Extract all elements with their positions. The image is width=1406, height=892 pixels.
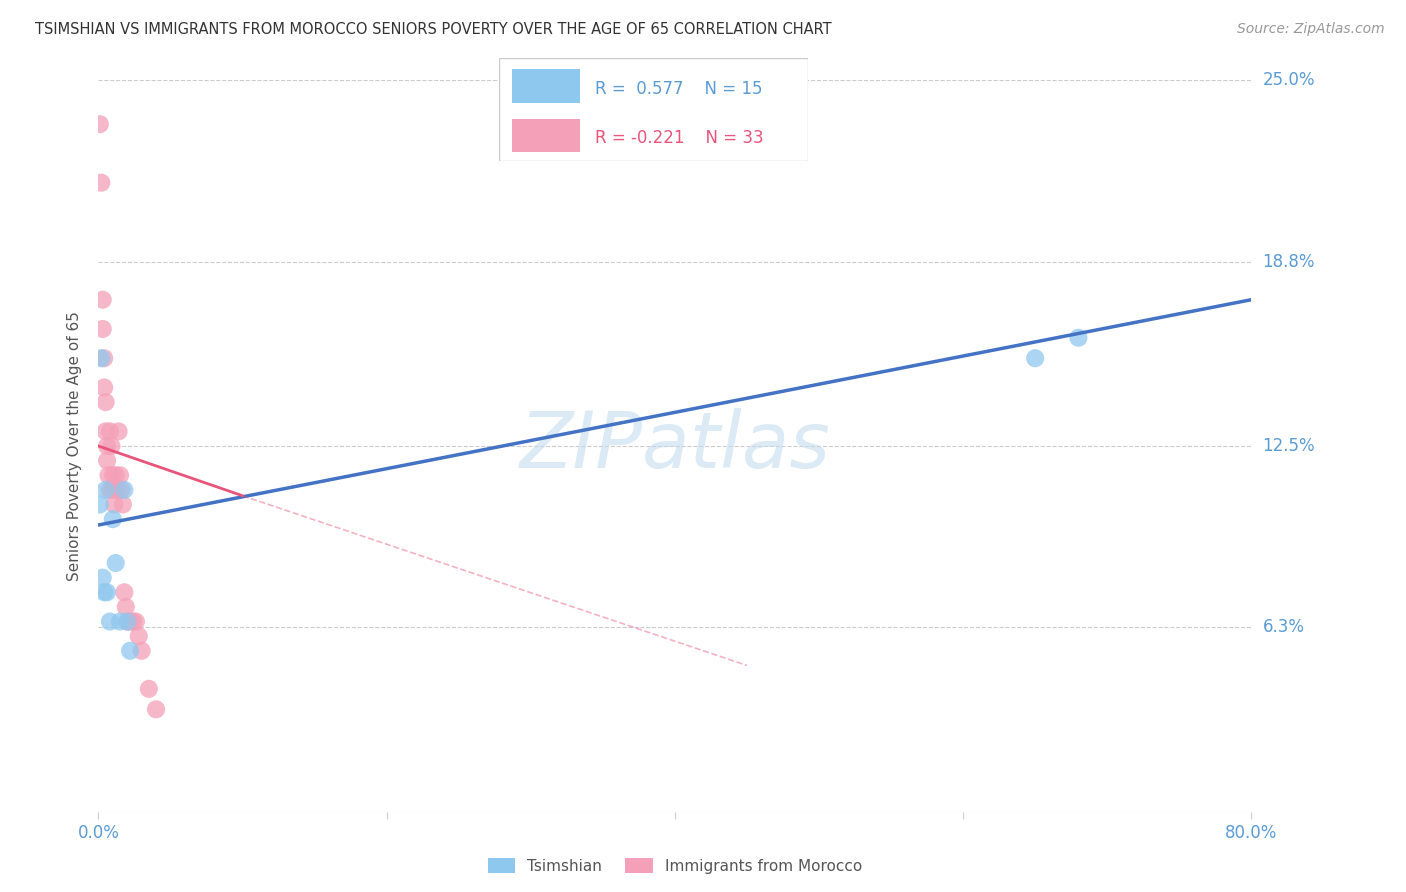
Point xyxy=(120,644,142,658)
Point xyxy=(96,585,118,599)
Point xyxy=(1024,351,1046,366)
Point xyxy=(122,615,145,629)
Text: 25.0%: 25.0% xyxy=(1263,71,1315,89)
Text: 6.3%: 6.3% xyxy=(1263,618,1305,636)
Point xyxy=(103,498,125,512)
Point xyxy=(94,483,117,497)
Point xyxy=(117,615,138,629)
Point xyxy=(101,468,124,483)
Point xyxy=(138,681,160,696)
Text: R = -0.221    N = 33: R = -0.221 N = 33 xyxy=(595,129,763,147)
Point xyxy=(108,615,131,629)
Point xyxy=(98,425,121,439)
Point xyxy=(112,585,135,599)
Point xyxy=(91,571,114,585)
Point xyxy=(104,556,127,570)
Point xyxy=(117,615,138,629)
Y-axis label: Seniors Poverty Over the Age of 65: Seniors Poverty Over the Age of 65 xyxy=(67,311,83,581)
Point xyxy=(114,599,136,614)
Legend: Tsimshian, Immigrants from Morocco: Tsimshian, Immigrants from Morocco xyxy=(481,852,869,880)
Text: 18.8%: 18.8% xyxy=(1263,252,1315,270)
Point xyxy=(93,380,115,394)
Text: R =  0.577    N = 15: R = 0.577 N = 15 xyxy=(595,79,762,98)
Point xyxy=(97,468,120,483)
Point xyxy=(96,453,118,467)
Point xyxy=(104,468,127,483)
Point xyxy=(91,293,114,307)
Point xyxy=(125,615,148,629)
Point xyxy=(128,629,150,643)
Bar xyxy=(512,70,579,103)
Point xyxy=(90,176,112,190)
Point xyxy=(108,468,131,483)
Point xyxy=(131,644,153,658)
Point xyxy=(110,483,132,497)
Point xyxy=(89,498,111,512)
Point xyxy=(145,702,167,716)
Point xyxy=(94,425,117,439)
Point xyxy=(100,439,122,453)
Point xyxy=(96,439,118,453)
Point xyxy=(91,322,114,336)
Point xyxy=(120,615,142,629)
Point xyxy=(112,483,135,497)
Text: TSIMSHIAN VS IMMIGRANTS FROM MOROCCO SENIORS POVERTY OVER THE AGE OF 65 CORRELAT: TSIMSHIAN VS IMMIGRANTS FROM MOROCCO SEN… xyxy=(35,22,832,37)
Text: ZIPatlas: ZIPatlas xyxy=(519,408,831,484)
Bar xyxy=(512,119,579,153)
Point xyxy=(93,351,115,366)
Point xyxy=(98,483,121,497)
Point xyxy=(107,425,129,439)
Text: Source: ZipAtlas.com: Source: ZipAtlas.com xyxy=(1237,22,1385,37)
Point xyxy=(89,117,111,131)
Point xyxy=(101,512,124,526)
Point xyxy=(93,585,115,599)
Point xyxy=(90,351,112,366)
Point xyxy=(98,615,121,629)
Point xyxy=(101,483,124,497)
Point xyxy=(1067,331,1090,345)
Point xyxy=(94,395,117,409)
Text: 12.5%: 12.5% xyxy=(1263,437,1315,455)
Point xyxy=(111,498,134,512)
Point xyxy=(105,483,128,497)
